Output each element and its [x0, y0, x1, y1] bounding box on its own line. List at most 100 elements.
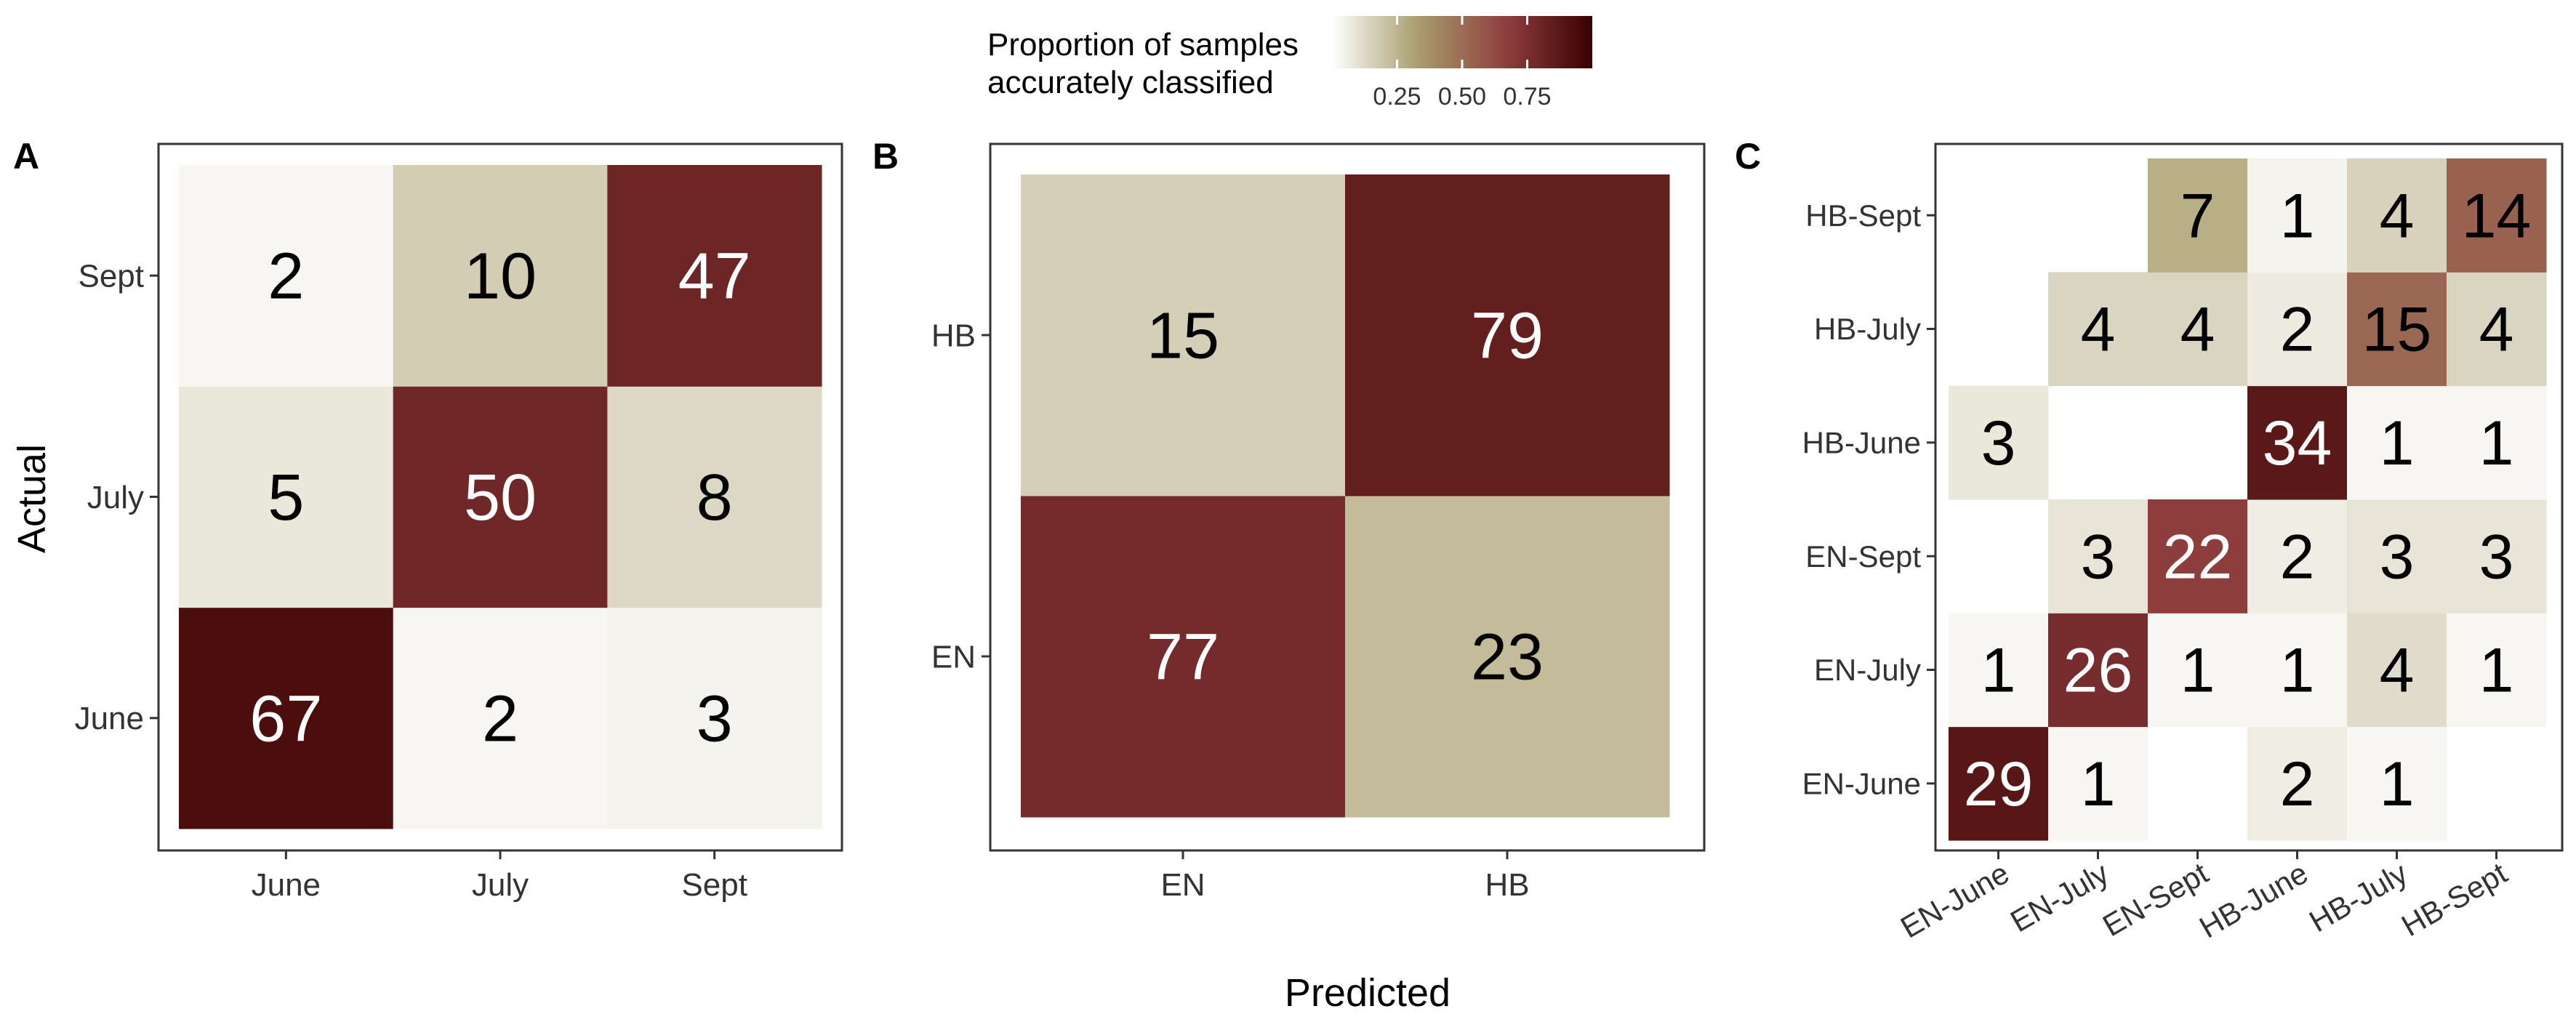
x-tick-label: HB-Sept	[2396, 856, 2513, 943]
cell-count-label: 29	[1964, 749, 2034, 819]
heatmap-cell	[1345, 496, 1670, 818]
cell-count-label: 79	[1471, 300, 1544, 373]
cell-count-label: 3	[2380, 522, 2415, 592]
legend-title-line1: Proportion of samples	[987, 27, 1299, 63]
cell-count-label: 1	[2081, 749, 2116, 819]
heatmap-cell	[1949, 613, 2049, 728]
y-tick-label: EN-Sept	[1805, 539, 1921, 574]
cell-count-label: 8	[697, 462, 733, 534]
heatmap-cell	[2048, 613, 2148, 728]
heatmap-cell	[607, 607, 822, 829]
heatmap-cell	[1949, 726, 2049, 841]
cell-count-label: 4	[2380, 181, 2415, 251]
heatmap-cell	[2347, 385, 2447, 500]
panel-b-heatmap: 77 23 15 79 EN HB EN HB	[931, 142, 1706, 903]
x-tick-label: July	[472, 867, 529, 903]
heatmap-cell	[2347, 499, 2447, 613]
heatmap-cell	[2347, 613, 2447, 728]
heatmap-cell	[2148, 158, 2248, 273]
x-tick-label: June	[252, 867, 321, 903]
heatmap-cell	[1021, 174, 1346, 496]
heatmap-cell	[179, 165, 394, 387]
heatmap-cell	[2347, 272, 2447, 387]
cell-count-label: 15	[2362, 295, 2432, 365]
cell-count-label: 2	[268, 241, 304, 313]
cell-count-label: 67	[249, 683, 322, 755]
heatmap-cell	[1021, 496, 1346, 818]
heatmap-cell	[179, 386, 394, 608]
legend-tick-label: 0.50	[1438, 83, 1486, 110]
y-tick-label: June	[75, 701, 144, 736]
legend-tick-label: 0.75	[1503, 83, 1551, 110]
cell-count-label: 10	[464, 241, 537, 313]
cell-count-label: 3	[2479, 522, 2514, 592]
cell-count-label: 3	[697, 683, 733, 755]
heatmap-cell	[2447, 613, 2547, 728]
heatmap-cell	[2048, 499, 2148, 613]
cell-count-label: 1	[2380, 409, 2415, 478]
cell-count-label: 7	[2180, 181, 2215, 251]
y-tick-label: HB-June	[1802, 426, 1921, 460]
x-tick-label: EN-Sept	[2097, 856, 2214, 943]
cell-count-label: 22	[2163, 522, 2233, 592]
cell-count-label: 23	[1471, 621, 1544, 694]
cell-count-label: 4	[2180, 295, 2215, 365]
heatmap-cell	[2048, 272, 2148, 387]
heatmap-cell	[179, 607, 394, 829]
cell-count-label: 2	[2280, 295, 2315, 365]
heatmap-cell	[2247, 158, 2348, 273]
heatmap-cell	[1345, 174, 1670, 496]
y-tick-label: July	[87, 480, 144, 515]
color-legend: Proportion of samples accurately classif…	[987, 16, 1592, 110]
heatmap-cell	[2447, 158, 2547, 273]
cell-count-label: 4	[2380, 636, 2415, 706]
heatmap-cell	[2247, 726, 2348, 841]
heatmap-cell	[607, 165, 822, 387]
cell-count-label: 4	[2479, 295, 2514, 365]
heatmap-cell	[1949, 385, 2049, 500]
panel-c-heatmap: 29 1 2 11 26 1 1 4 13 22 2 3 33 34 1 14 4 2 15 47 1 4 14EN-Jun…	[1802, 142, 2564, 944]
cell-count-label: 50	[464, 462, 537, 534]
cell-count-label: 26	[2063, 636, 2133, 706]
heatmap-cell	[393, 386, 608, 608]
x-axis-title: Predicted	[1285, 971, 1450, 1015]
x-tick-label: HB	[1485, 867, 1529, 903]
cell-count-label: 1	[2180, 636, 2215, 706]
heatmap-cell	[2048, 726, 2148, 841]
x-tick-label: Sept	[681, 867, 747, 903]
cell-count-label: 14	[2462, 181, 2532, 251]
panel-label-a: A	[13, 136, 39, 177]
legend-title-line2: accurately classified	[987, 65, 1274, 100]
cell-count-label: 1	[2280, 636, 2315, 706]
y-tick-label: HB-July	[1814, 312, 1921, 346]
heatmap-cell	[2148, 272, 2248, 387]
heatmap-cell	[2247, 613, 2348, 728]
heatmap-cell	[2347, 726, 2447, 841]
panel-a-heatmap: 67 2 3 5 50 8 2 10 47 June July Sept June July Sept	[75, 142, 843, 903]
heatmap-cell	[2347, 158, 2447, 273]
cell-count-label: 1	[2280, 181, 2315, 251]
cell-count-label: 34	[2263, 409, 2332, 478]
x-tick-label: HB-June	[2194, 856, 2314, 944]
cell-count-label: 5	[268, 462, 304, 534]
cell-count-label: 77	[1147, 621, 1219, 694]
cell-count-label: 1	[2479, 636, 2514, 706]
legend-tick-label: 0.25	[1373, 83, 1421, 110]
heatmap-cell	[2247, 499, 2348, 613]
cell-count-label: 2	[482, 683, 518, 755]
y-tick-label: EN	[931, 639, 976, 675]
cell-count-label: 4	[2081, 295, 2116, 365]
cell-count-label: 1	[1981, 636, 2016, 706]
y-tick-label: HB-Sept	[1805, 198, 1921, 233]
panel-label-c: C	[1735, 136, 1761, 177]
y-tick-label: EN-July	[1814, 653, 1921, 687]
heatmap-cell	[2148, 499, 2248, 613]
y-tick-label: Sept	[78, 259, 144, 294]
y-axis-title: Actual	[10, 444, 54, 553]
x-tick-label: EN-July	[2005, 856, 2114, 938]
cell-count-label: 3	[2081, 522, 2116, 592]
panel-label-b: B	[872, 136, 899, 177]
heatmap-cell	[2447, 272, 2547, 387]
cell-count-label: 2	[2280, 749, 2315, 819]
